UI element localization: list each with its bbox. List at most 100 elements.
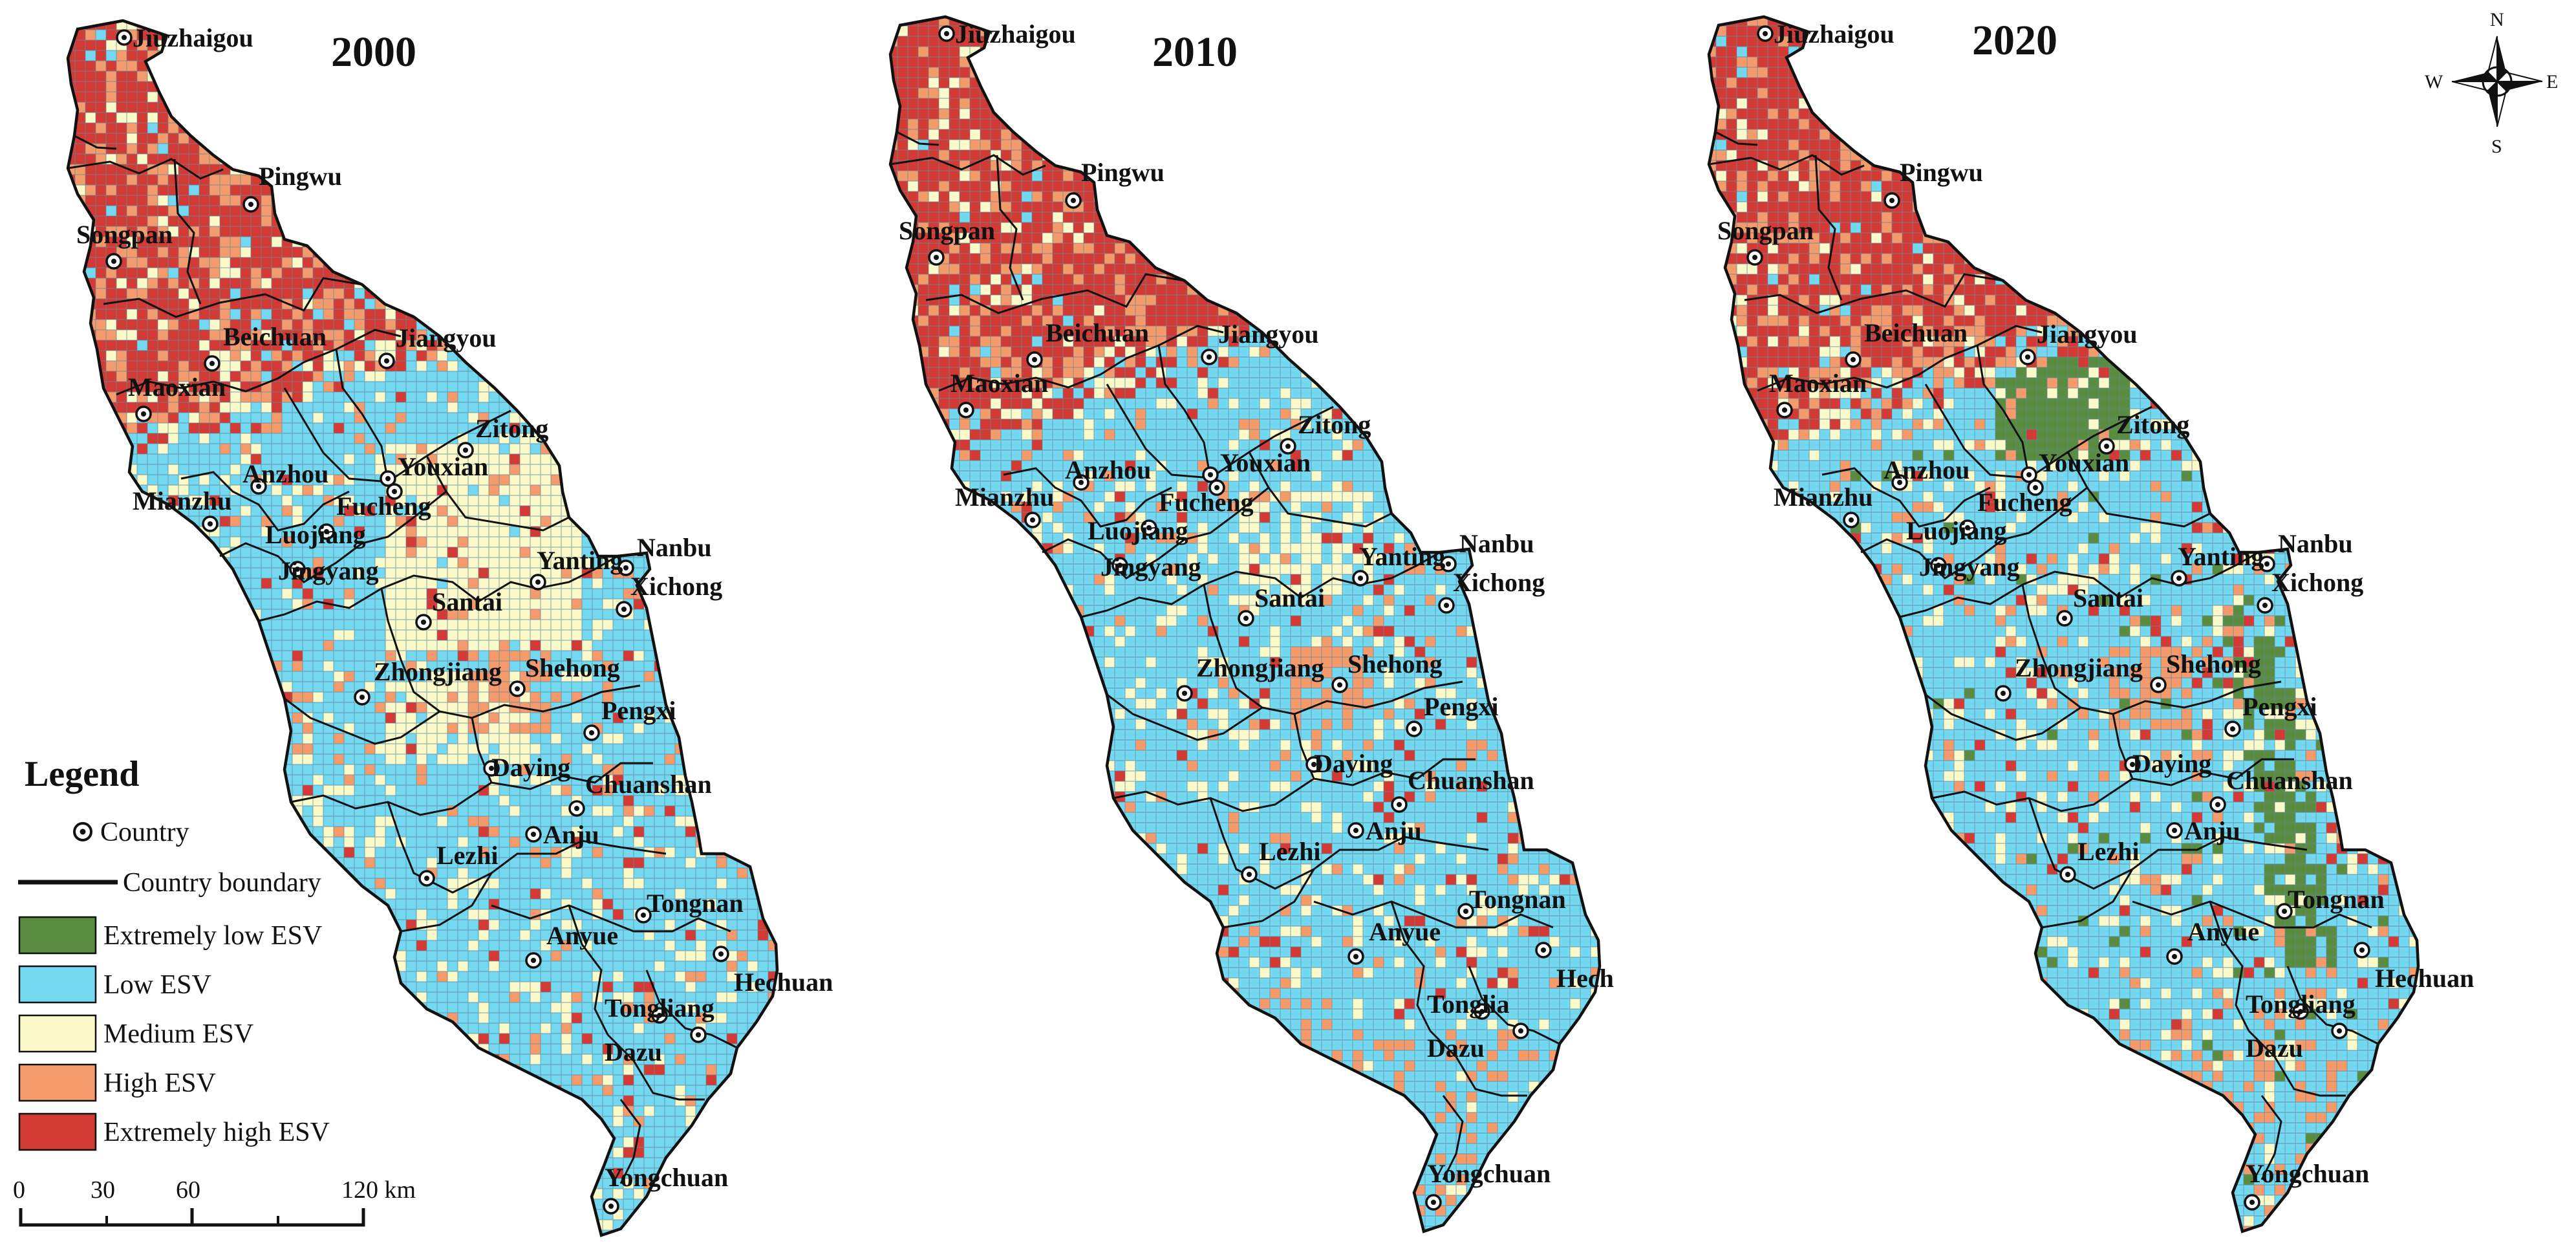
esv-cell bbox=[561, 226, 572, 237]
esv-cell bbox=[447, 537, 458, 547]
esv-cell bbox=[768, 40, 777, 50]
esv-cell bbox=[158, 1230, 168, 1235]
esv-cell bbox=[199, 754, 209, 764]
esv-cell bbox=[313, 50, 323, 61]
esv-cell bbox=[561, 71, 572, 81]
esv-cell bbox=[127, 340, 137, 351]
esv-cell bbox=[499, 299, 510, 309]
esv-cell bbox=[116, 495, 127, 506]
esv-cell bbox=[416, 92, 427, 102]
esv-cell bbox=[106, 454, 116, 464]
esv-cell bbox=[1218, 17, 1229, 26]
esv-cell bbox=[520, 175, 530, 185]
esv-cell bbox=[758, 61, 768, 71]
esv-cell bbox=[1363, 57, 1373, 67]
esv-cell bbox=[1549, 119, 1560, 129]
esv-cell bbox=[96, 226, 106, 237]
esv-cell bbox=[1084, 26, 1094, 36]
esv-cell bbox=[75, 257, 85, 268]
esv-cell bbox=[551, 558, 561, 568]
esv-cell bbox=[272, 423, 282, 433]
esv-cell bbox=[530, 589, 541, 599]
esv-cell bbox=[147, 361, 158, 371]
esv-cell bbox=[644, 144, 654, 154]
esv-cell bbox=[168, 340, 178, 351]
esv-cell bbox=[1291, 57, 1301, 67]
esv-cell bbox=[1115, 140, 1125, 150]
esv-cell bbox=[1539, 119, 1549, 129]
esv-cell bbox=[737, 123, 747, 133]
esv-cell bbox=[1146, 78, 1156, 88]
esv-cell bbox=[1415, 36, 1425, 47]
esv-cell bbox=[354, 526, 365, 537]
esv-cell bbox=[510, 506, 520, 516]
esv-cell bbox=[303, 144, 313, 154]
esv-cell bbox=[778, 444, 789, 454]
esv-cell bbox=[1291, 150, 1301, 160]
esv-cell bbox=[897, 78, 908, 88]
esv-cell bbox=[416, 485, 427, 495]
esv-cell bbox=[458, 568, 468, 578]
esv-cell bbox=[447, 702, 458, 713]
esv-cell bbox=[737, 195, 747, 206]
esv-cell bbox=[1591, 57, 1600, 67]
esv-cell bbox=[541, 589, 551, 599]
esv-cell bbox=[96, 133, 106, 144]
esv-cell bbox=[551, 61, 561, 71]
esv-cell bbox=[489, 495, 499, 506]
esv-cell bbox=[582, 299, 592, 309]
esv-cell bbox=[168, 464, 178, 475]
esv-cell bbox=[1373, 57, 1384, 67]
esv-cell bbox=[478, 102, 489, 113]
esv-cell bbox=[706, 1065, 716, 1075]
esv-cell bbox=[665, 454, 675, 464]
esv-cell bbox=[613, 175, 623, 185]
esv-cell bbox=[510, 40, 520, 50]
esv-cell bbox=[416, 775, 427, 785]
esv-cell bbox=[375, 144, 385, 154]
esv-cell bbox=[147, 620, 158, 630]
esv-cell bbox=[96, 1054, 106, 1065]
esv-cell bbox=[261, 71, 272, 81]
esv-cell bbox=[137, 796, 147, 806]
esv-cell bbox=[1446, 119, 1456, 129]
esv-cell bbox=[1249, 129, 1260, 140]
esv-cell bbox=[747, 185, 758, 195]
esv-cell bbox=[178, 402, 189, 413]
esv-cell bbox=[241, 133, 251, 144]
esv-cell bbox=[1353, 17, 1363, 26]
esv-cell bbox=[654, 71, 665, 81]
esv-cell bbox=[897, 36, 908, 47]
esv-cell bbox=[716, 185, 727, 195]
esv-cell bbox=[292, 195, 303, 206]
esv-cell bbox=[199, 599, 209, 609]
county-boundaries bbox=[67, 135, 738, 1184]
esv-cell bbox=[603, 40, 613, 50]
esv-cell bbox=[354, 226, 365, 237]
esv-cell bbox=[334, 982, 344, 992]
esv-cell bbox=[137, 81, 147, 92]
esv-cell bbox=[447, 599, 458, 609]
esv-cell bbox=[1260, 129, 1270, 140]
esv-cell bbox=[1084, 78, 1094, 88]
esv-cell bbox=[261, 216, 272, 226]
esv-cell bbox=[1477, 36, 1487, 47]
esv-cell bbox=[75, 340, 85, 351]
esv-cell bbox=[1570, 67, 1580, 78]
esv-cell bbox=[1301, 36, 1311, 47]
esv-cell bbox=[365, 764, 375, 775]
esv-cell bbox=[551, 40, 561, 50]
esv-cell bbox=[68, 444, 75, 454]
esv-cell bbox=[68, 371, 75, 382]
esv-cell bbox=[510, 754, 520, 764]
esv-cell bbox=[768, 113, 777, 123]
esv-cell bbox=[520, 599, 530, 609]
esv-cell bbox=[323, 113, 334, 123]
esv-cell bbox=[613, 154, 623, 164]
esv-cell bbox=[1435, 98, 1446, 109]
esv-cell bbox=[478, 506, 489, 516]
esv-cell bbox=[778, 195, 789, 206]
esv-cell bbox=[365, 123, 375, 133]
esv-cell bbox=[1249, 78, 1260, 88]
esv-cell bbox=[261, 1096, 272, 1106]
